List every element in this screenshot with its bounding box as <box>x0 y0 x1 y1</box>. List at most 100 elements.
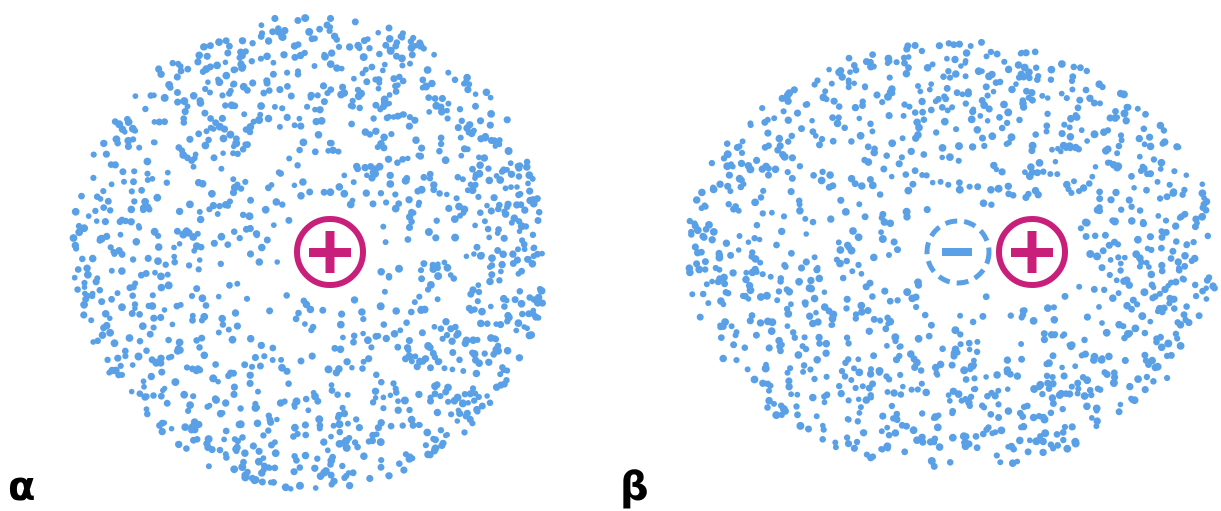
electron <box>354 42 362 50</box>
electron <box>461 429 467 435</box>
electron <box>136 225 142 231</box>
electron <box>188 157 195 164</box>
electron <box>530 196 537 203</box>
electron <box>378 457 384 463</box>
electron <box>129 188 135 194</box>
electron <box>710 185 716 191</box>
electron <box>898 343 904 349</box>
electron <box>152 119 158 125</box>
electron <box>255 116 263 124</box>
electron <box>223 37 230 44</box>
electron <box>426 109 432 115</box>
electron <box>912 167 919 174</box>
electron <box>176 208 183 215</box>
electron <box>860 429 867 436</box>
electron <box>995 185 1003 193</box>
electron <box>821 303 829 311</box>
electron <box>993 79 1000 86</box>
electron <box>748 122 754 128</box>
electron <box>98 298 105 305</box>
electron <box>118 267 126 275</box>
electron <box>393 389 400 396</box>
electron <box>133 238 141 246</box>
electron <box>432 324 438 330</box>
electron <box>1045 359 1053 367</box>
electron <box>208 125 214 131</box>
electron <box>513 328 519 334</box>
electron <box>504 204 510 210</box>
electron <box>302 321 308 327</box>
electron <box>918 367 925 374</box>
electron <box>174 228 181 235</box>
electron <box>1053 159 1059 165</box>
electron <box>1160 140 1166 146</box>
electron <box>790 329 797 336</box>
electron <box>515 319 523 327</box>
electron <box>998 427 1006 435</box>
electron <box>826 67 832 73</box>
electron <box>1136 135 1143 142</box>
electron <box>849 268 855 274</box>
electron <box>418 186 426 194</box>
electron <box>818 177 826 185</box>
electron <box>230 391 237 398</box>
electron <box>1040 169 1046 175</box>
electron <box>1048 410 1055 417</box>
electron <box>411 210 417 216</box>
electron <box>1115 321 1123 329</box>
electron <box>1017 410 1024 417</box>
electron <box>471 251 477 257</box>
electron <box>516 354 523 361</box>
electron <box>1005 183 1012 190</box>
electron <box>930 61 936 67</box>
electron <box>888 139 896 147</box>
electron <box>1118 402 1124 408</box>
electron <box>458 135 464 141</box>
negative-charge <box>927 221 989 283</box>
electron <box>395 265 403 273</box>
electron <box>721 301 727 307</box>
electron <box>721 155 727 161</box>
electron <box>329 454 336 461</box>
electron <box>1199 288 1206 295</box>
electron <box>346 470 352 476</box>
electron <box>377 140 385 148</box>
electron <box>350 98 356 104</box>
electron <box>428 80 436 88</box>
electron <box>959 398 965 404</box>
electron <box>1205 233 1212 240</box>
electron <box>132 280 138 286</box>
electron <box>133 93 139 99</box>
electron <box>151 92 157 98</box>
electron <box>949 434 957 442</box>
electron <box>464 410 471 417</box>
electron <box>339 463 345 469</box>
electron <box>886 432 893 439</box>
electron <box>270 357 276 363</box>
electron <box>1116 290 1122 296</box>
electron <box>856 201 862 207</box>
electron <box>194 58 201 65</box>
electron <box>822 289 828 295</box>
electron <box>250 442 257 449</box>
electron <box>830 138 837 145</box>
electron <box>229 336 237 344</box>
electron <box>1033 65 1039 71</box>
electron <box>1175 258 1182 265</box>
electron <box>794 110 801 117</box>
electron <box>763 292 771 300</box>
electron <box>464 253 470 259</box>
electron <box>154 257 162 265</box>
electron <box>1128 306 1135 313</box>
electron <box>333 369 340 376</box>
electron <box>403 319 410 326</box>
electron <box>341 173 347 179</box>
electron <box>788 391 794 397</box>
electron <box>745 366 751 372</box>
electron <box>252 354 259 361</box>
electron <box>536 315 542 321</box>
electron <box>232 309 239 316</box>
electron <box>218 233 226 241</box>
electron <box>956 179 963 186</box>
electron <box>1032 131 1039 138</box>
